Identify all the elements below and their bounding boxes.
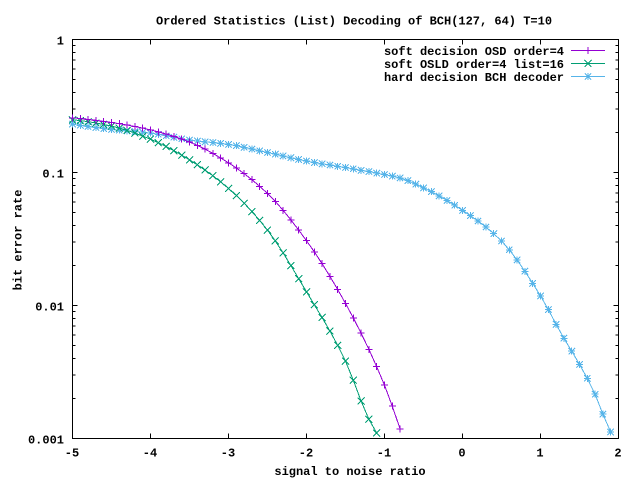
svg-text:0.1: 0.1 [42,168,64,182]
svg-text:0.001: 0.001 [28,434,64,448]
svg-text:signal to noise ratio: signal to noise ratio [274,465,425,479]
svg-text:0: 0 [458,447,465,461]
svg-text:1: 1 [57,35,64,49]
svg-text:0.01: 0.01 [35,301,64,315]
svg-text:1: 1 [536,447,543,461]
svg-text:Ordered Statistics (List) Deco: Ordered Statistics (List) Decoding of BC… [156,15,552,29]
svg-text:-5: -5 [65,447,79,461]
svg-text:soft decision OSD order=4: soft decision OSD order=4 [384,45,564,59]
svg-text:-2: -2 [299,447,313,461]
svg-text:soft OSLD order=4 list=16: soft OSLD order=4 list=16 [384,58,564,72]
svg-text:bit error rate: bit error rate [12,190,26,291]
svg-text:hard decision BCH decoder: hard decision BCH decoder [384,71,564,85]
svg-text:-3: -3 [221,447,235,461]
svg-text:-1: -1 [377,447,391,461]
svg-text:-4: -4 [143,447,157,461]
svg-text:2: 2 [614,447,621,461]
